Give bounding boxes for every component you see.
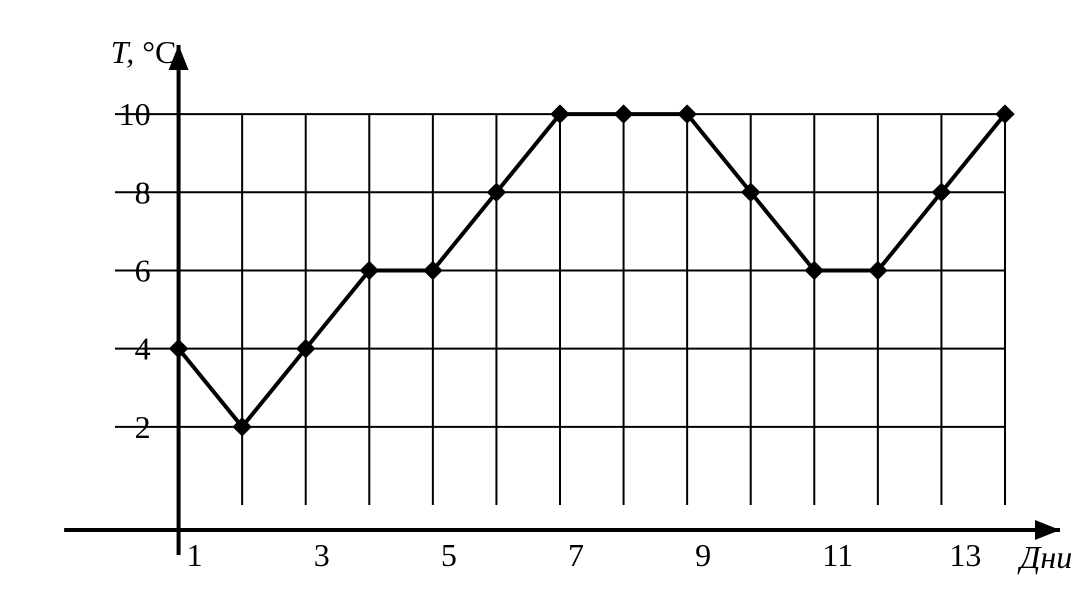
x-tick-label: 9 (695, 537, 711, 573)
y-tick-label: 8 (135, 174, 151, 210)
data-marker (615, 105, 633, 123)
chart-container: T, °CДни246810135791113 (0, 0, 1075, 598)
y-axis-label: T, °C (111, 34, 177, 70)
x-axis-arrow-icon (1035, 520, 1060, 540)
line-chart: T, °CДни246810135791113 (0, 0, 1075, 598)
x-tick-label: 13 (949, 537, 981, 573)
y-tick-label: 2 (135, 409, 151, 445)
x-tick-label: 1 (187, 537, 203, 573)
y-tick-label: 6 (135, 252, 151, 288)
x-axis-label: Дни (1017, 539, 1072, 575)
x-tick-label: 5 (441, 537, 457, 573)
x-tick-label: 11 (822, 537, 853, 573)
x-tick-label: 3 (314, 537, 330, 573)
y-tick-label: 4 (135, 331, 151, 367)
x-tick-label: 7 (568, 537, 584, 573)
y-tick-label: 10 (119, 96, 151, 132)
